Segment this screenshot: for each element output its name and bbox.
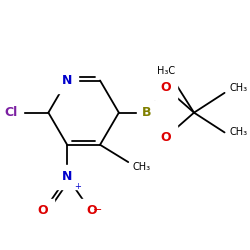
Text: +: + bbox=[74, 182, 81, 191]
Text: O: O bbox=[86, 204, 97, 217]
Text: −: − bbox=[93, 205, 102, 215]
Text: N: N bbox=[62, 74, 72, 87]
Text: N: N bbox=[62, 170, 72, 183]
Text: CH₃: CH₃ bbox=[229, 128, 248, 138]
Text: CH₃: CH₃ bbox=[133, 162, 151, 172]
Text: O: O bbox=[38, 204, 48, 217]
Text: CH₃: CH₃ bbox=[229, 83, 248, 93]
Text: O: O bbox=[160, 82, 171, 94]
Text: B: B bbox=[142, 106, 152, 119]
Text: O: O bbox=[160, 131, 171, 144]
Text: H₃C: H₃C bbox=[157, 66, 175, 76]
Text: Cl: Cl bbox=[4, 106, 18, 119]
